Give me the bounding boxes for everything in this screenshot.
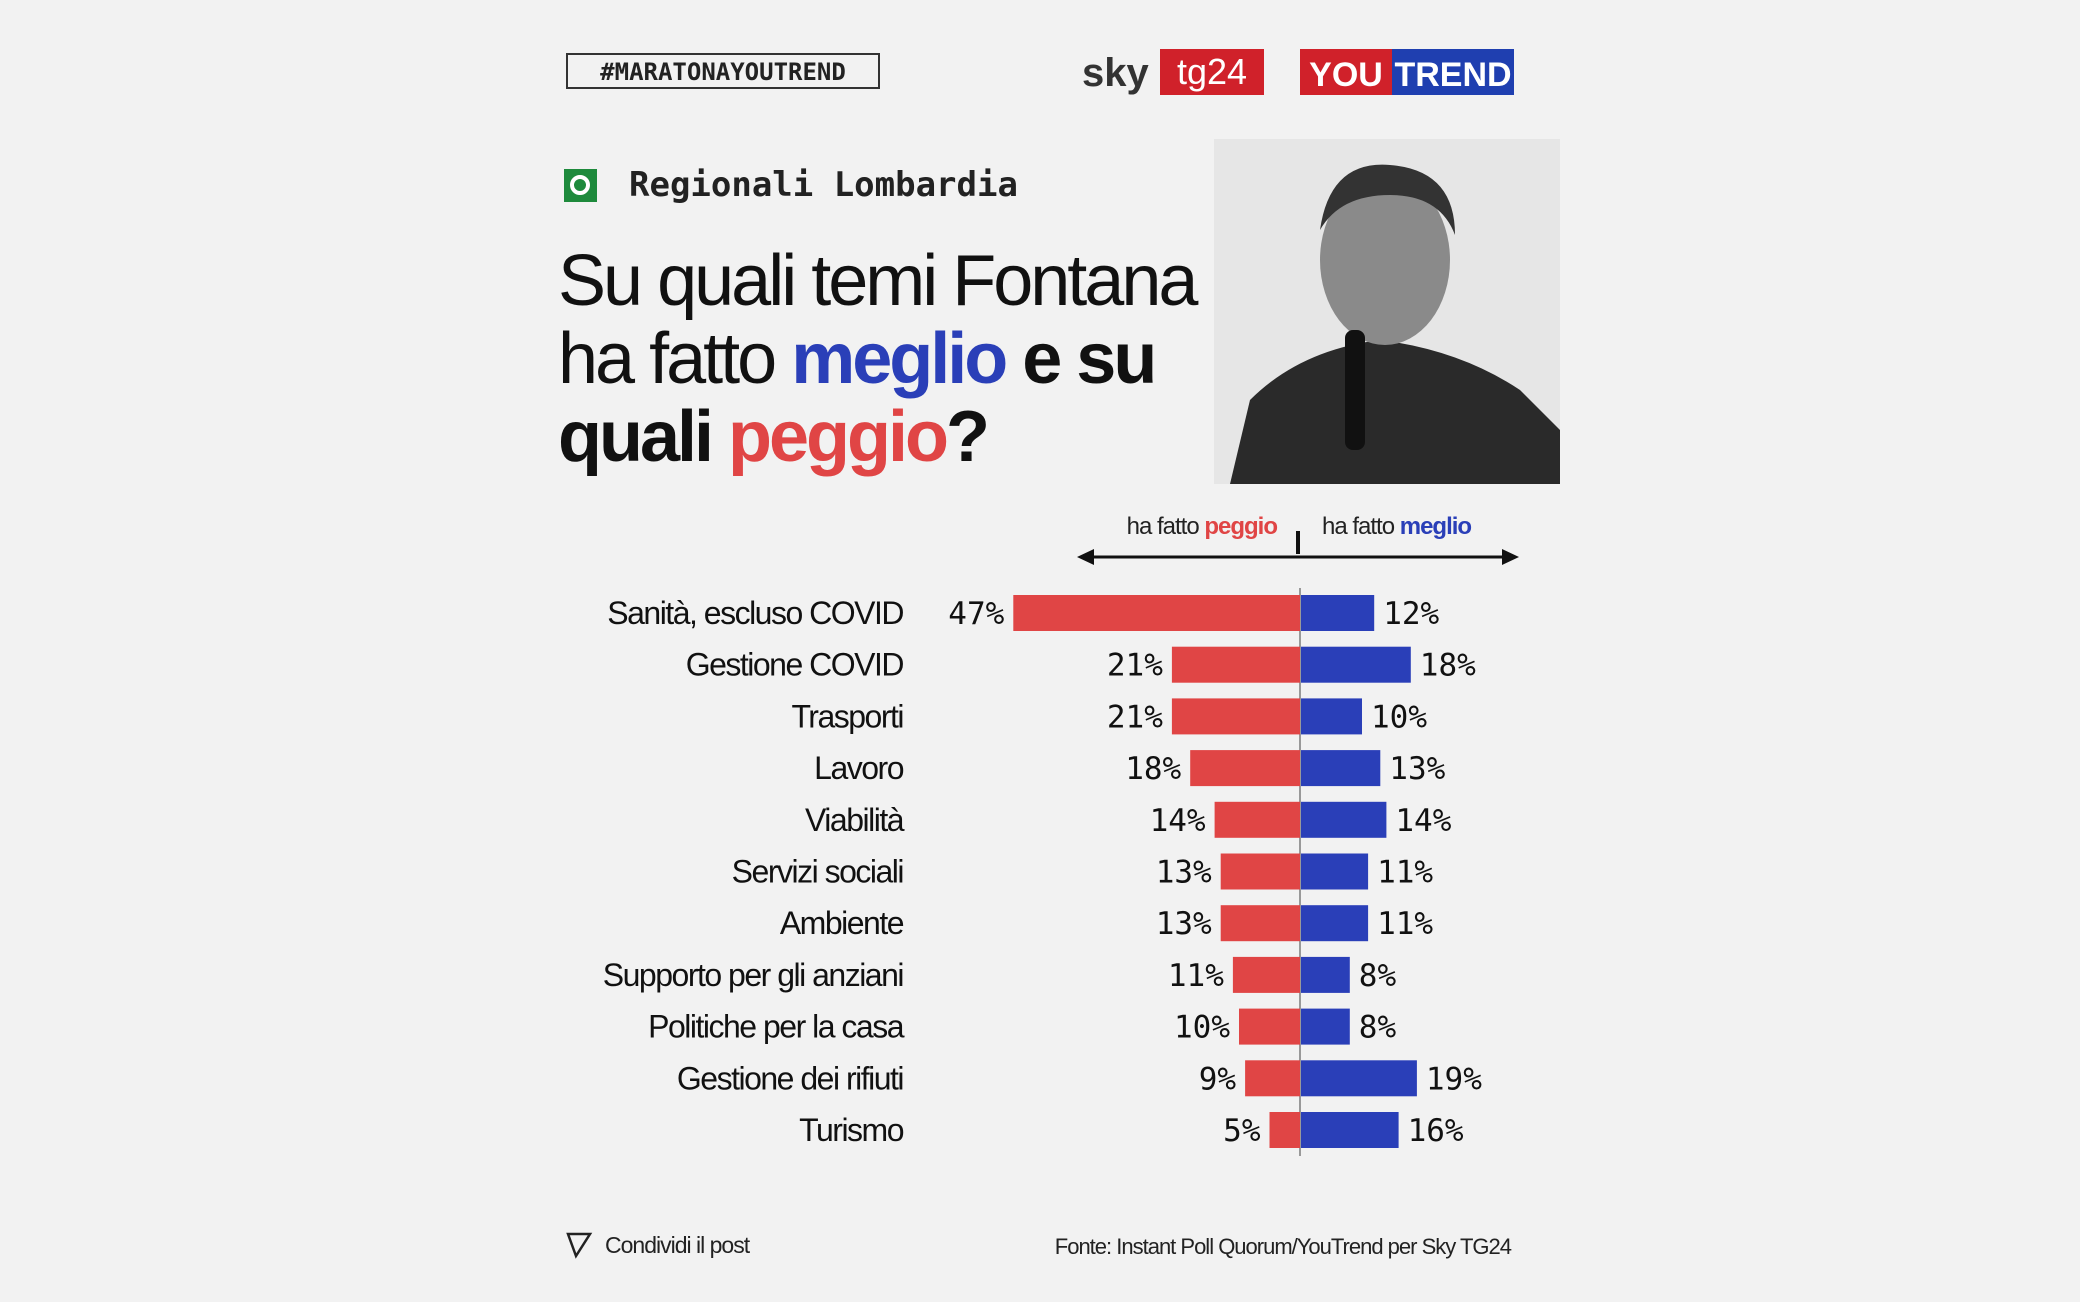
value-label: 16%	[1408, 1113, 1464, 1149]
hashtag-box	[566, 53, 880, 89]
headline-part: ?	[946, 397, 987, 477]
bar	[1301, 1060, 1417, 1097]
value-label: 19%	[1426, 1061, 1482, 1097]
value-label: 11%	[1377, 906, 1433, 942]
logo-trend: TREND	[1394, 56, 1511, 94]
bar	[1301, 646, 1411, 683]
value-label: 21%	[1107, 699, 1163, 735]
value-label: 10%	[1371, 699, 1427, 735]
bar	[1171, 698, 1300, 735]
value-label: 11%	[1168, 958, 1224, 994]
legend-arrow-right	[1502, 549, 1519, 565]
bar	[1301, 1112, 1399, 1148]
value-label: 8%	[1359, 958, 1397, 994]
bar	[1301, 1008, 1350, 1045]
headline-part: peggio	[728, 397, 947, 477]
legend-arrow-left	[1077, 549, 1094, 565]
bar	[1301, 801, 1387, 838]
portrait	[1214, 139, 1560, 484]
bar	[1301, 956, 1350, 993]
category-label: Lavoro	[814, 750, 904, 786]
legend-entry: peggio	[1204, 513, 1277, 540]
bar	[1239, 1008, 1300, 1045]
category-label: Turismo	[799, 1112, 904, 1148]
headline: Su quali temi Fontana	[558, 241, 1199, 321]
portrait-mic	[1345, 330, 1365, 450]
legend-right: ha fatto meglio	[1322, 513, 1471, 540]
headline: quali peggio?	[558, 397, 987, 477]
category-label: Ambiente	[780, 905, 904, 941]
bar	[1232, 956, 1300, 993]
bar	[1301, 750, 1381, 787]
legend-entry: meglio	[1400, 513, 1472, 540]
category-label: Servizi sociali	[732, 854, 903, 890]
logo-tg: tg24	[1177, 51, 1247, 92]
bar	[1301, 853, 1369, 890]
bar	[1171, 646, 1300, 683]
value-label: 5%	[1223, 1113, 1261, 1149]
value-label: 14%	[1150, 803, 1206, 839]
headline-part: ha fatto	[558, 319, 775, 399]
bar	[1220, 853, 1300, 890]
value-label: 11%	[1377, 855, 1433, 891]
category-label: Gestione dei rifiuti	[677, 1060, 903, 1096]
hashtag: #MARATONAYOUTREND	[600, 58, 846, 86]
headline-part: Su quali temi Fontana	[558, 241, 1199, 321]
category-label: Sanità, escluso COVID	[607, 595, 903, 631]
bar	[1013, 595, 1300, 631]
bar	[1301, 698, 1362, 735]
portrait-head	[1320, 175, 1450, 345]
bar	[1220, 905, 1300, 942]
category-label: Trasporti	[791, 698, 903, 734]
value-label: 18%	[1125, 751, 1181, 787]
value-label: 9%	[1199, 1061, 1237, 1097]
bar	[1214, 801, 1300, 838]
share-label[interactable]: Condividi il post	[605, 1232, 752, 1258]
region-icon	[564, 169, 597, 202]
legend-left: ha fatto peggio	[1127, 513, 1278, 540]
bar	[1190, 750, 1300, 787]
logo-trend-box	[1392, 49, 1514, 95]
logo-you-box	[1300, 49, 1392, 95]
value-label: 13%	[1156, 855, 1212, 891]
bar	[1301, 905, 1369, 942]
category-label: Supporto per gli anziani	[603, 957, 903, 993]
headline-part: quali	[558, 397, 711, 477]
bar	[1269, 1112, 1300, 1148]
bars: Sanità, escluso COVID 47% 12% Gestione COVI…	[603, 595, 1482, 1149]
logo-you: YOU	[1309, 56, 1383, 94]
bar	[1301, 595, 1375, 631]
category-label: Gestione COVID	[686, 647, 904, 683]
section-title: Regionali Lombardia	[629, 165, 1018, 205]
logo-tg-box	[1160, 49, 1264, 95]
share-icon	[566, 1232, 593, 1259]
headline-part: meglio	[791, 319, 1006, 399]
portrait-hair	[1320, 164, 1455, 235]
source: Fonte: Instant Poll Quorum/YouTrend per …	[1055, 1234, 1512, 1259]
value-label: 47%	[948, 596, 1004, 632]
value-label: 12%	[1383, 596, 1439, 632]
legend-prefix: ha fatto	[1127, 513, 1200, 540]
value-label: 13%	[1389, 751, 1445, 787]
value-label: 8%	[1359, 1010, 1397, 1046]
portrait-body	[1230, 340, 1560, 484]
value-label: 21%	[1107, 648, 1163, 684]
value-label: 18%	[1420, 648, 1476, 684]
value-label: 14%	[1395, 803, 1451, 839]
legend-prefix: ha fatto	[1322, 513, 1395, 540]
category-label: Viabilità	[805, 802, 905, 838]
headline-part: e su	[1022, 319, 1154, 399]
region-icon-mark	[570, 175, 590, 195]
value-label: 10%	[1174, 1010, 1230, 1046]
headline: ha fatto meglio e su	[558, 319, 1154, 399]
category-label: Politiche per la casa	[648, 1009, 905, 1045]
logo-sky: sky	[1082, 51, 1149, 95]
bar	[1245, 1060, 1300, 1097]
value-label: 13%	[1156, 906, 1212, 942]
